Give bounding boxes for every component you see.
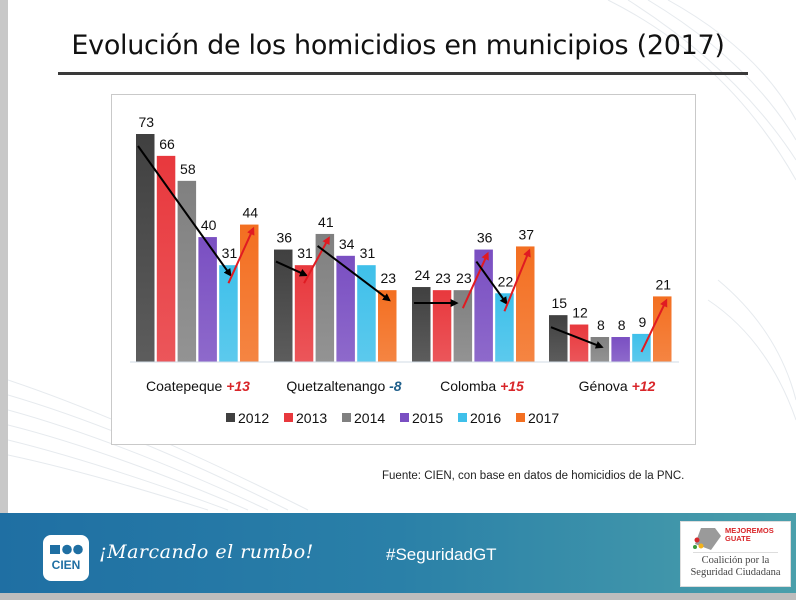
category-label: Quetzaltenango -8 (286, 378, 401, 394)
data-label: 73 (138, 114, 154, 130)
svg-text:CIEN: CIEN (52, 558, 81, 572)
category-label: Colomba +15 (440, 378, 524, 394)
bar-colomba-2016 (495, 293, 514, 362)
bar-coatepeque-2012 (136, 134, 155, 362)
legend-label: 2015 (412, 410, 443, 426)
legend-swatch-2015 (400, 413, 409, 422)
legend-label: 2017 (528, 410, 559, 426)
partner-logo[interactable]: MEJOREMOS GUATE Coalición por la Segurid… (680, 521, 791, 587)
category-change: +12 (632, 378, 656, 394)
bar-coatepeque-2015 (198, 237, 217, 362)
title-divider (58, 72, 748, 75)
bar-coatepeque-2013 (156, 155, 176, 362)
data-label: 36 (477, 230, 493, 246)
partner-brand: MEJOREMOS GUATE (725, 526, 774, 543)
data-label: 24 (414, 267, 430, 283)
source-note: Fuente: CIEN, con base en datos de homic… (382, 470, 685, 482)
legend-label: 2012 (238, 410, 269, 426)
category-change: +15 (500, 378, 524, 394)
data-label: 44 (242, 205, 258, 221)
data-label: 8 (597, 317, 605, 333)
trend-arrow-up (461, 251, 489, 309)
bottom-strip (0, 593, 796, 600)
data-label: 66 (159, 136, 175, 152)
bar-colomba-2013 (432, 290, 452, 362)
trend-arrow-up (227, 226, 255, 284)
legend-swatch-2014 (342, 413, 351, 422)
legend-swatch-2016 (458, 413, 467, 422)
cien-logo[interactable]: CIEN (43, 535, 89, 581)
data-label: 40 (201, 217, 217, 233)
bar-coatepeque-2016 (219, 265, 238, 362)
bar-colomba-2014 (453, 290, 473, 362)
data-label: 37 (518, 226, 534, 242)
data-label: 8 (618, 317, 626, 333)
data-label: 23 (435, 270, 451, 286)
trend-arrow-down (316, 245, 391, 302)
legend-label: 2016 (470, 410, 501, 426)
chart-frame: 73 66 58 40 31 44 36 31 41 34 31 23 24 23 23 36 22 37 15 12… (111, 94, 696, 445)
bar-génova-2012 (549, 315, 568, 362)
page-title: Evolución de los homicidios en municipio… (71, 30, 725, 61)
trend-arrow-down (475, 260, 508, 305)
bar-quetzaltenango-2015 (336, 255, 355, 362)
trend-arrow-down (137, 145, 232, 277)
data-label: 31 (360, 245, 376, 261)
bar-colomba-2017 (516, 246, 535, 362)
data-label: 34 (339, 236, 355, 252)
legend-swatch-2017 (516, 413, 525, 422)
category-name: Colomba (440, 378, 500, 394)
category-change: -8 (389, 378, 402, 394)
bar-quetzaltenango-2017 (378, 290, 397, 362)
partner-divider (693, 552, 778, 553)
bar-quetzaltenango-2014 (315, 233, 335, 362)
data-label: 41 (318, 214, 334, 230)
data-label: 12 (572, 305, 588, 321)
category-name: Génova (579, 378, 632, 394)
hand-icon (693, 528, 721, 550)
bar-quetzaltenango-2012 (274, 249, 293, 362)
hashtag: #SeguridadGT (386, 545, 497, 564)
bar-génova-2015 (611, 337, 630, 362)
bar-quetzaltenango-2013 (294, 265, 314, 362)
trend-arrow-down (550, 326, 604, 349)
bar-coatepeque-2014 (177, 180, 197, 362)
trend-arrow-up (640, 298, 668, 353)
bar-colomba-2012 (412, 287, 431, 362)
data-label: 36 (276, 230, 292, 246)
data-label: 23 (380, 270, 396, 286)
footer-banner (0, 513, 796, 593)
partner-name: Coalición por la Seguridad Ciudadana (690, 555, 781, 578)
legend-swatch-2013 (284, 413, 293, 422)
bar-génova-2014 (590, 337, 610, 362)
legend-label: 2013 (296, 410, 327, 426)
bar-coatepeque-2017 (240, 224, 259, 362)
data-label: 9 (639, 314, 647, 330)
category-name: Quetzaltenango (286, 378, 389, 394)
data-label: 22 (498, 273, 514, 289)
legend-swatch-2012 (226, 413, 235, 422)
data-label: 31 (222, 245, 238, 261)
trend-arrow-up (503, 248, 531, 312)
bar-quetzaltenango-2016 (357, 265, 376, 362)
data-label: 21 (655, 276, 671, 292)
category-change: +13 (226, 378, 250, 394)
legend-label: 2014 (354, 410, 385, 426)
category-label: Coatepeque +13 (146, 378, 250, 394)
bar-colomba-2015 (474, 249, 493, 362)
data-label: 23 (456, 270, 472, 286)
bar-génova-2013 (569, 324, 589, 362)
category-name: Coatepeque (146, 378, 226, 394)
trend-arrow-up (303, 236, 330, 284)
slogan: ¡Marcando el rumbo! (99, 541, 314, 563)
data-label: 31 (297, 245, 313, 261)
category-label: Génova +12 (579, 378, 656, 394)
data-label: 15 (551, 295, 567, 311)
trend-arrow-down (275, 260, 308, 277)
bar-génova-2017 (653, 296, 672, 362)
data-label: 58 (180, 161, 196, 177)
